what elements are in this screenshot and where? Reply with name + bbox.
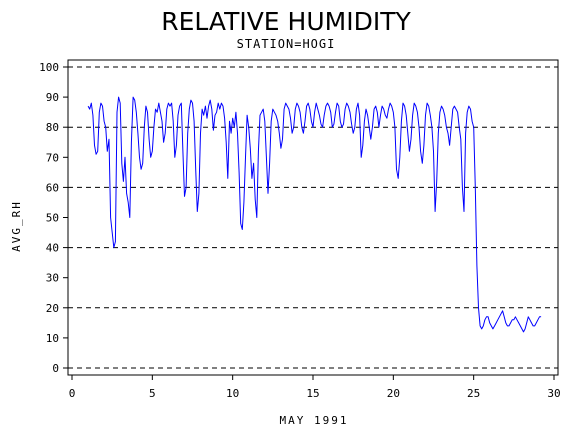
- y-tick-label-30: 30: [46, 272, 59, 285]
- y-tick-label-60: 60: [46, 181, 59, 194]
- y-tick-label-10: 10: [46, 332, 59, 345]
- x-tick-label-0: 0: [69, 387, 76, 400]
- x-tick-label-20: 20: [387, 387, 400, 400]
- y-tick-label-40: 40: [46, 242, 59, 255]
- chart-subtitle: STATION=HOGI: [237, 37, 336, 51]
- y-tick-label-90: 90: [46, 91, 59, 104]
- y-tick-label-70: 70: [46, 151, 59, 164]
- y-tick-label-50: 50: [46, 212, 59, 225]
- x-tick-label-25: 25: [467, 387, 480, 400]
- series-line-0: [87, 96, 542, 333]
- chart-title: RELATIVE HUMIDITY: [161, 7, 411, 36]
- y-tick-label-80: 80: [46, 121, 59, 134]
- y-axis: 0 10 20 30 40 50 60 70 80 90 100: [39, 61, 68, 375]
- y-tick-label-0: 0: [52, 362, 59, 375]
- x-axis: 0 5 10 15 20 25 30: [69, 375, 561, 400]
- x-tick-label-10: 10: [226, 387, 239, 400]
- x-tick-label-5: 5: [149, 387, 156, 400]
- y-axis-label: AVG_RH: [10, 200, 23, 252]
- x-tick-label-15: 15: [306, 387, 319, 400]
- y-tick-label-100: 100: [39, 61, 59, 74]
- y-tick-label-20: 20: [46, 302, 59, 315]
- x-tick-label-30: 30: [547, 387, 560, 400]
- x-axis-label: MAY 1991: [280, 414, 349, 427]
- series-group: [87, 96, 542, 333]
- plot-frame: [67, 59, 559, 376]
